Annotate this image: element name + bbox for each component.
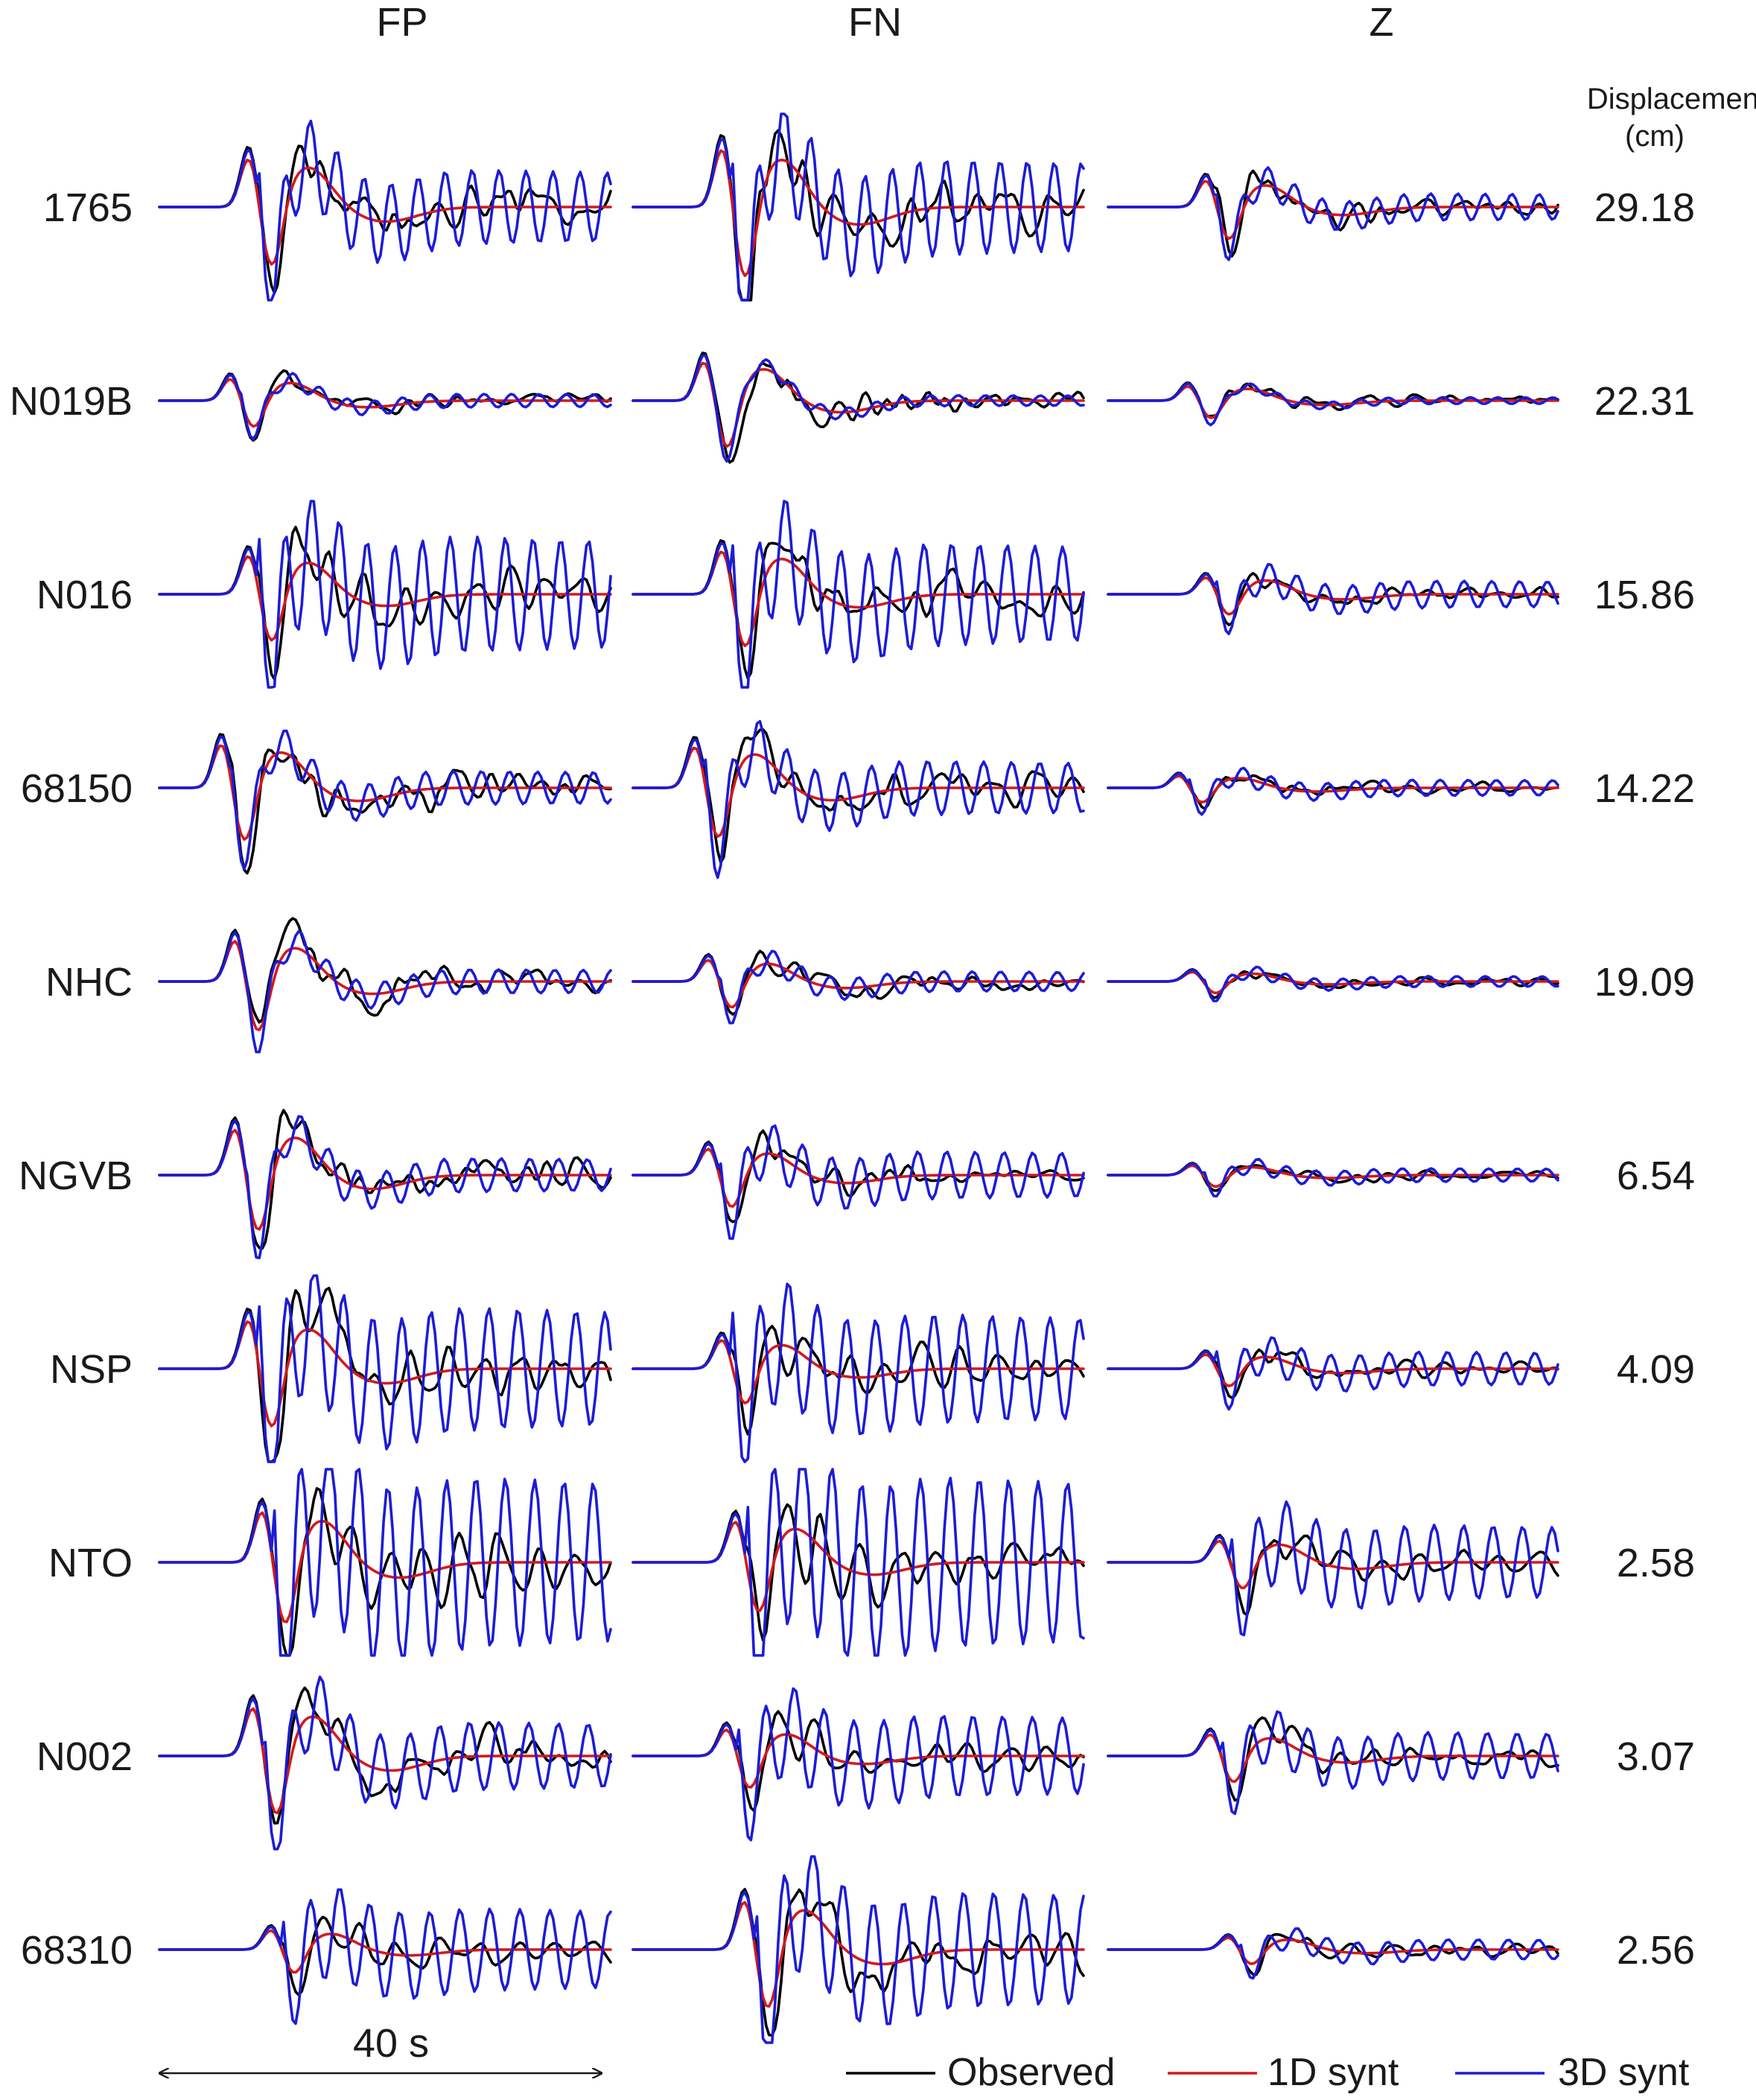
peak-displacement-label: 6.54 bbox=[1617, 1154, 1695, 1198]
trace-1d-synt-fp bbox=[158, 378, 612, 428]
trace-1d-synt-fn bbox=[632, 1148, 1085, 1208]
station-label: NTO bbox=[48, 1541, 133, 1585]
trace-3d-synt-fp bbox=[158, 929, 612, 1054]
trace-observed-z bbox=[1107, 1932, 1559, 1976]
trace-3d-synt-fn bbox=[632, 1468, 1085, 1657]
time-scale-label: 40 s bbox=[353, 2021, 429, 2066]
legend-label-3d-synt: 3D synt bbox=[1558, 2051, 1690, 2094]
station-row: NSP 4.09 bbox=[50, 1274, 1695, 1463]
peak-displacement-label: 2.58 bbox=[1617, 1541, 1695, 1585]
trace-1d-synt-fn bbox=[632, 550, 1085, 647]
station-label: N002 bbox=[36, 1734, 133, 1779]
station-row: N019B 22.31 bbox=[10, 351, 1695, 464]
trace-3d-synt-fp bbox=[158, 1115, 612, 1259]
peak-displacement-label: 22.31 bbox=[1594, 379, 1695, 424]
trace-1d-synt-fp bbox=[158, 1128, 612, 1231]
trace-observed-fn bbox=[632, 1710, 1085, 1813]
peak-displacement-label: 2.56 bbox=[1617, 1928, 1695, 1973]
trace-3d-synt-fn bbox=[632, 112, 1085, 302]
trace-3d-synt-fp bbox=[158, 372, 612, 441]
station-label: 1765 bbox=[43, 185, 133, 230]
trace-3d-synt-fn bbox=[632, 1282, 1085, 1463]
trace-observed-fp bbox=[158, 917, 612, 1024]
trace-observed-fp bbox=[158, 1109, 612, 1250]
trace-3d-synt-fp bbox=[158, 119, 612, 302]
trace-3d-synt-fp bbox=[158, 500, 612, 689]
time-scale-bar: 40 s bbox=[159, 2021, 602, 2073]
column-header-z: Z bbox=[1370, 0, 1394, 45]
legend-label-1d-synt: 1D synt bbox=[1267, 2051, 1399, 2094]
column-header-fn: FN bbox=[848, 0, 902, 45]
trace-3d-synt-z bbox=[1107, 166, 1559, 261]
station-row: 1765 29.18 bbox=[43, 112, 1695, 302]
trace-3d-synt-fp bbox=[158, 1274, 612, 1463]
station-row: NTO 2.58 bbox=[48, 1468, 1695, 1657]
trace-3d-synt-z bbox=[1107, 1157, 1559, 1197]
trace-3d-synt-fn bbox=[632, 1687, 1085, 1842]
peak-displacement-label: 3.07 bbox=[1617, 1734, 1695, 1779]
trace-3d-synt-z bbox=[1107, 563, 1559, 635]
station-row: 68150 14.22 bbox=[21, 719, 1695, 879]
peak-displacement-label: 15.86 bbox=[1594, 573, 1695, 617]
trace-1d-synt-fp bbox=[158, 940, 612, 1031]
trace-3d-synt-z bbox=[1107, 1336, 1559, 1411]
station-row: NGVB 6.54 bbox=[19, 1109, 1695, 1259]
trace-3d-synt-z bbox=[1107, 1927, 1559, 1980]
trace-3d-synt-fn bbox=[632, 719, 1085, 879]
peak-displacement-label: 14.22 bbox=[1594, 766, 1695, 811]
trace-3d-synt-fp bbox=[158, 1468, 612, 1657]
trace-3d-synt-z bbox=[1107, 1710, 1559, 1816]
trace-3d-synt-fp bbox=[158, 1888, 612, 2026]
peak-displacement-label: 19.09 bbox=[1594, 960, 1695, 1005]
peak-displacement-label: 29.18 bbox=[1594, 185, 1695, 230]
legend: Observed 1D synt 3D synt bbox=[846, 2051, 1690, 2094]
trace-observed-z bbox=[1107, 1716, 1559, 1802]
station-label: 68150 bbox=[21, 766, 133, 811]
station-label: NSP bbox=[50, 1347, 133, 1392]
trace-3d-synt-fn bbox=[632, 500, 1085, 689]
station-label: 68310 bbox=[21, 1928, 133, 1973]
trace-3d-synt-fn bbox=[632, 949, 1085, 1025]
trace-1d-synt-fn bbox=[632, 361, 1085, 448]
station-label: N016 bbox=[36, 573, 133, 617]
trace-3d-synt-z bbox=[1107, 1500, 1559, 1637]
trace-3d-synt-fn bbox=[632, 1855, 1085, 2044]
amplitude-header-title: Displacement bbox=[1587, 83, 1756, 115]
trace-3d-synt-fp bbox=[158, 1676, 612, 1851]
legend-label-observed: Observed bbox=[947, 2051, 1115, 2094]
amplitude-header-unit: (cm) bbox=[1625, 120, 1685, 153]
trace-3d-synt-z bbox=[1107, 382, 1559, 427]
trace-3d-synt-fn bbox=[632, 354, 1085, 463]
peak-displacement-label: 4.09 bbox=[1617, 1347, 1695, 1392]
trace-3d-synt-z bbox=[1107, 965, 1559, 1002]
station-label: NGVB bbox=[19, 1154, 133, 1198]
trace-3d-synt-fp bbox=[158, 729, 612, 871]
station-label: N019B bbox=[10, 379, 133, 424]
station-row: 68310 2.56 bbox=[21, 1855, 1695, 2044]
station-row: N002 3.07 bbox=[36, 1676, 1695, 1851]
station-row: NHC 19.09 bbox=[45, 917, 1695, 1054]
trace-3d-synt-fn bbox=[632, 1124, 1085, 1240]
station-label: NHC bbox=[45, 960, 133, 1005]
station-row: N016 15.86 bbox=[36, 500, 1695, 689]
trace-rows: 1765 29.18 N019B 22.31 N016 15.86 68150 14.22 NH… bbox=[10, 112, 1695, 2044]
trace-1d-synt-z bbox=[1107, 774, 1559, 804]
column-header-fp: FP bbox=[376, 0, 427, 45]
trace-observed-fn bbox=[632, 351, 1085, 464]
trace-1d-synt-z bbox=[1107, 179, 1559, 241]
trace-3d-synt-z bbox=[1107, 766, 1559, 816]
